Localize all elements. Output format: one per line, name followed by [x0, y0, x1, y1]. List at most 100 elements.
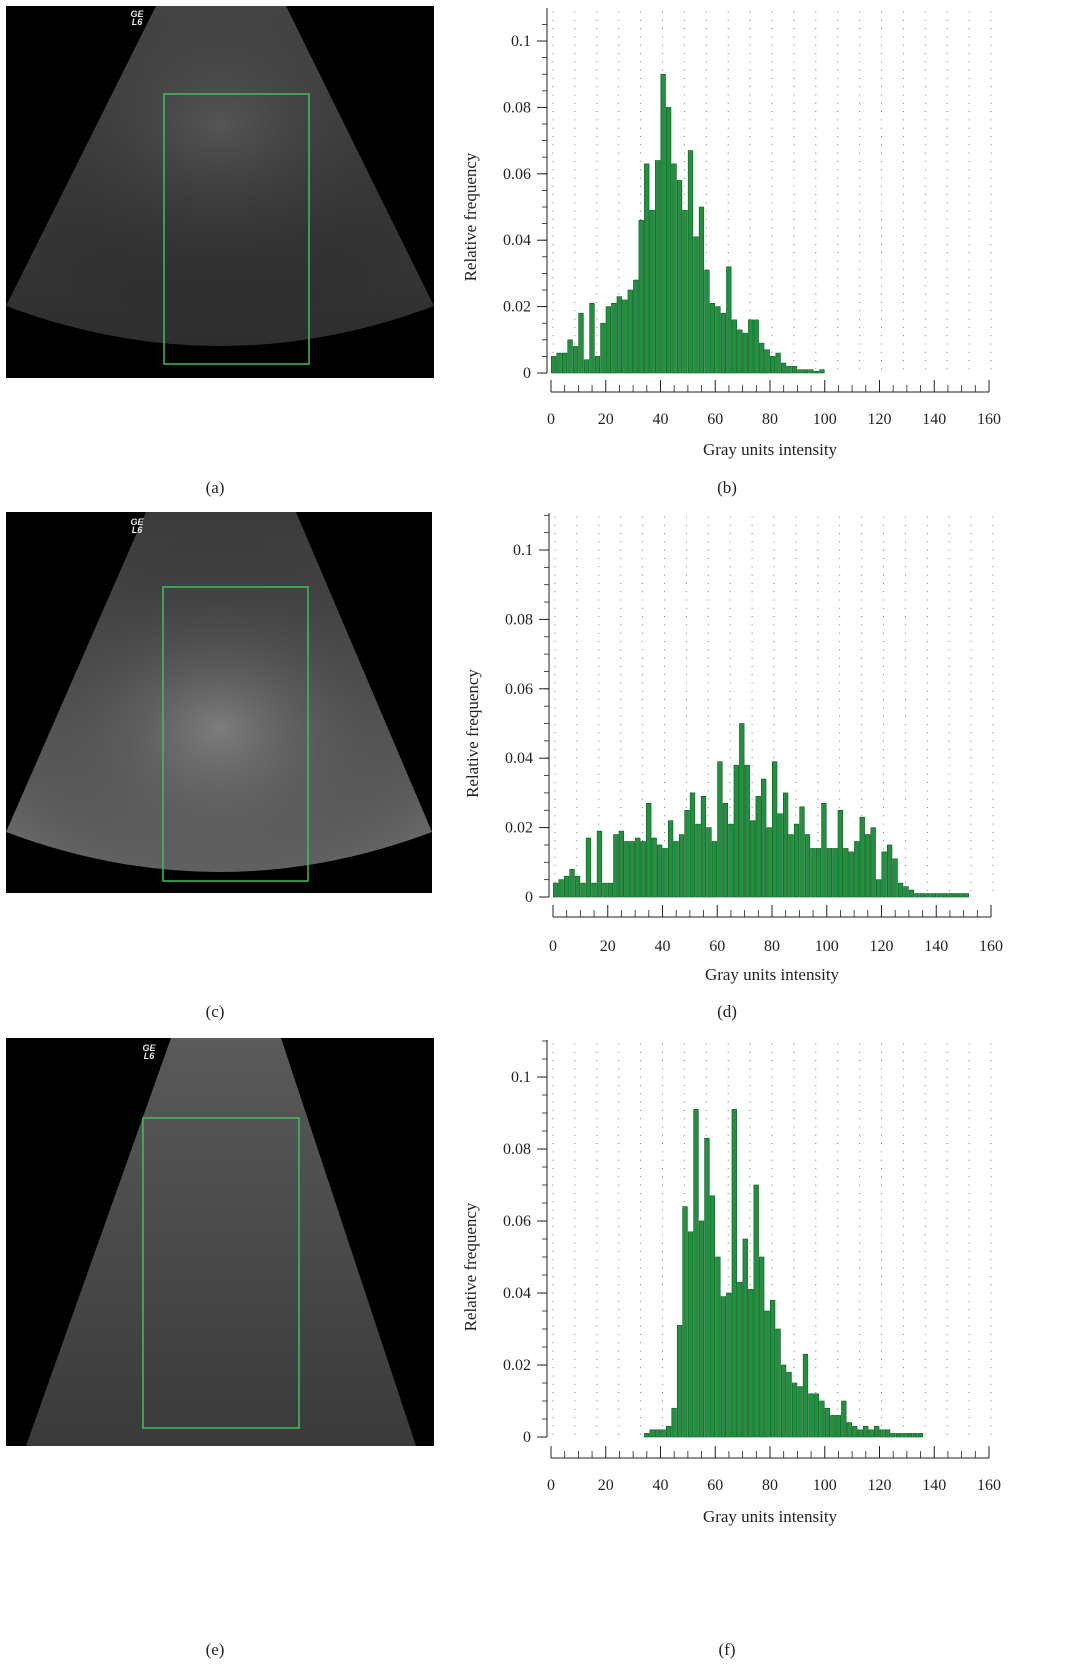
histogram-bar — [802, 1353, 809, 1438]
histogram-bar — [720, 1296, 726, 1438]
histogram-bar — [676, 1325, 683, 1438]
y-tick-label: 0.02 — [503, 299, 531, 316]
ultrasound-image-e: GE L6 — [6, 1038, 434, 1446]
histogram-bar — [704, 269, 710, 374]
histogram-bar — [638, 219, 644, 374]
caption-f: (f) — [718, 1640, 736, 1659]
histogram-bar — [715, 1256, 721, 1438]
histogram-bar — [771, 761, 778, 898]
y-tick-label: 0.04 — [505, 750, 533, 767]
histogram-bar — [662, 848, 668, 898]
histogram-bar — [903, 886, 909, 898]
histogram-bar — [673, 841, 679, 898]
y-axis-label: Relative frequency — [461, 152, 480, 281]
caption-c: (c) — [205, 1002, 225, 1021]
histogram-bar — [914, 893, 920, 898]
histogram-bar — [797, 1386, 803, 1438]
histogram-bar — [859, 816, 865, 898]
histogram-bar — [782, 792, 789, 898]
histogram-bar — [585, 837, 592, 898]
histogram-bar — [635, 837, 641, 898]
histogram-bar — [813, 1393, 820, 1438]
y-tick-label: 0 — [525, 889, 533, 906]
histogram-bar — [655, 160, 661, 374]
histogram-bar — [731, 319, 737, 374]
ultrasound-image-c: GE L6 — [6, 512, 432, 893]
histogram-bar — [698, 206, 705, 374]
histogram-bar — [561, 352, 568, 374]
y-tick-label: 0 — [523, 365, 531, 382]
y-tick-label: 0.04 — [503, 1285, 531, 1302]
histogram-bar — [748, 319, 754, 374]
x-tick-label: 100 — [813, 1477, 837, 1494]
histogram-bar — [684, 809, 690, 898]
histogram-bar — [676, 180, 683, 374]
histogram-bar — [742, 1238, 748, 1438]
x-tick-label: 120 — [868, 1477, 892, 1494]
x-tick-label: 120 — [870, 938, 894, 955]
histogram-bar — [551, 356, 557, 374]
histogram-bar — [600, 322, 606, 374]
histogram-bar — [848, 851, 854, 898]
histogram-bar — [616, 296, 622, 374]
histogram-bar — [750, 820, 756, 898]
scan-sector-glow — [6, 6, 434, 346]
histogram-bar — [775, 352, 781, 374]
histogram-bar — [678, 834, 685, 898]
histogram-bar — [737, 329, 743, 374]
histogram-bar — [660, 1429, 666, 1438]
x-tick-label: 0 — [547, 1477, 555, 1494]
histogram-bar — [919, 893, 926, 898]
histogram-bar — [689, 792, 696, 898]
ultrasound-image-a: GE L6 — [6, 6, 434, 378]
histogram-bar — [660, 73, 666, 374]
histogram-bar — [726, 266, 732, 374]
scan-sector-glow — [6, 512, 432, 872]
histogram-bar — [791, 366, 798, 374]
histogram-bar — [693, 236, 699, 374]
histogram-bar — [711, 841, 718, 898]
histogram-bar — [687, 1231, 694, 1438]
histogram-bar — [832, 848, 838, 898]
histogram-bar — [897, 882, 904, 898]
histogram-bar — [733, 764, 739, 898]
x-tick-label: 0 — [549, 938, 557, 955]
histogram-bar — [780, 1364, 787, 1438]
histogram-bar — [618, 830, 624, 898]
histogram-bar — [657, 844, 663, 898]
histogram-bar — [693, 1109, 699, 1438]
histogram-bar — [890, 1433, 896, 1438]
x-axis-label: Gray units intensity — [703, 1507, 838, 1526]
scanner-logo: GE L6 — [142, 1043, 156, 1061]
histogram-bar — [769, 356, 776, 374]
histogram-bar — [583, 359, 590, 374]
histogram-bar — [640, 841, 646, 898]
x-tick-label: 20 — [598, 1477, 614, 1494]
histogram-bar — [695, 823, 701, 898]
x-tick-label: 140 — [924, 938, 948, 955]
histogram-bar — [775, 1328, 781, 1438]
y-tick-label: 0.02 — [505, 820, 533, 837]
y-tick-label: 0.1 — [513, 542, 533, 559]
histogram-bar — [761, 778, 767, 898]
histogram-bar — [682, 210, 688, 374]
x-tick-label: 0 — [547, 411, 555, 428]
x-tick-label: 160 — [979, 938, 1003, 955]
histogram-bar — [925, 893, 931, 898]
histogram-bar — [569, 868, 575, 898]
histogram-bar — [892, 858, 898, 898]
histogram-bar — [739, 723, 745, 898]
histogram-bar — [952, 893, 958, 898]
histogram-bar — [572, 346, 579, 374]
histogram-bar — [881, 851, 887, 898]
roi-box — [142, 1117, 300, 1429]
x-tick-label: 100 — [815, 938, 839, 955]
x-tick-label: 60 — [709, 938, 725, 955]
ultrasound-scan-e — [26, 1038, 416, 1446]
histogram-bar — [667, 820, 674, 898]
x-tick-label: 120 — [868, 411, 892, 428]
histogram-bar — [644, 1433, 650, 1438]
histogram-bar — [748, 1289, 754, 1438]
y-axis-label: Relative frequency — [463, 669, 482, 798]
y-axis-label: Relative frequency — [461, 1202, 480, 1331]
